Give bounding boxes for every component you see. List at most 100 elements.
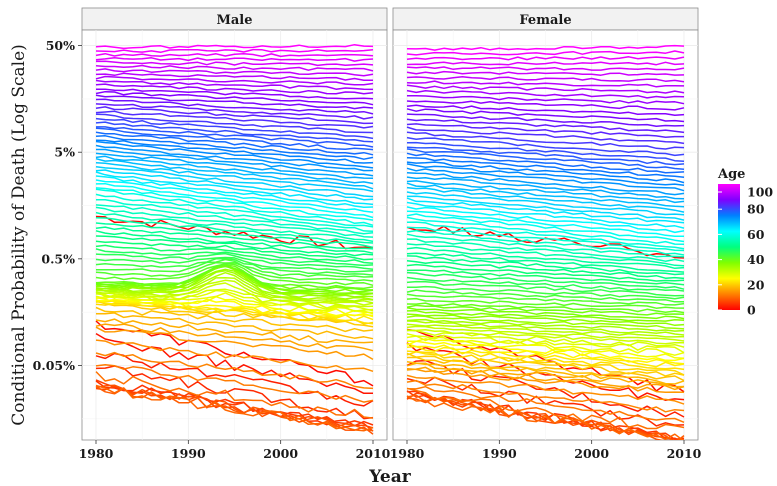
series-line-male-age-23 <box>95 299 374 321</box>
series-line-female-age-85 <box>406 118 685 134</box>
series-line-female-age-88 <box>406 104 685 116</box>
y-tick-label: 50% <box>46 38 75 53</box>
series-line-male-age-64 <box>95 175 374 209</box>
legend-colorbar <box>718 184 740 310</box>
series-line-male-age-44 <box>95 257 374 276</box>
series-line-female-age-57 <box>406 229 685 256</box>
legend-tick-label: 20 <box>747 277 765 292</box>
series-line-female-age-73 <box>406 167 685 192</box>
series-line-male-age-15 <box>95 326 374 361</box>
series-line-male-age-86 <box>95 98 374 115</box>
series-line-female-age-50 <box>406 259 685 280</box>
series-line-female-age-52 <box>406 252 685 273</box>
series-line-female-age-44 <box>407 285 685 300</box>
x-tick-label: 1990 <box>171 446 206 461</box>
series-line-male-age-7 <box>95 385 374 429</box>
series-line-female-age-86 <box>406 113 685 127</box>
series-line-male-age-11 <box>95 371 374 419</box>
series-group-female <box>406 44 685 440</box>
series-line-male-age-84 <box>95 106 374 125</box>
series-line-female-age-49 <box>406 263 685 282</box>
series-line-female-age-30 <box>406 329 684 345</box>
x-tick-label: 1990 <box>482 446 517 461</box>
series-line-male-age-92 <box>95 75 374 86</box>
series-line-male-age-50 <box>95 235 374 257</box>
series-line-female-age-95 <box>406 70 685 76</box>
series-line-female-age-47 <box>406 271 685 290</box>
y-axis-title: Conditional Probability of Death (Log Sc… <box>9 44 29 426</box>
series-line-male-age-28 <box>95 289 374 313</box>
series-line-male-age-90 <box>95 83 374 95</box>
series-line-female-age-71 <box>406 176 685 200</box>
legend-tick-label: 60 <box>747 227 765 242</box>
series-line-male-age-19 <box>95 306 374 333</box>
series-line-female-age-91 <box>406 89 685 99</box>
series-line-male-age-35 <box>95 268 374 298</box>
series-line-male-age-91 <box>95 79 374 91</box>
color-legend: Age 100 80 60 40 20 0 <box>717 167 773 318</box>
series-line-female-age-21 <box>406 351 685 376</box>
series-line-male-age-99 <box>95 48 374 54</box>
series-line-female-age-70 <box>406 180 685 204</box>
series-line-male-age-76 <box>95 135 374 160</box>
legend-title: Age <box>717 167 745 182</box>
series-line-male-age-95 <box>95 64 374 72</box>
series-line-male-age-52 <box>95 226 374 250</box>
series-line-female-age-79 <box>406 146 685 166</box>
series-line-female-age-9 <box>406 394 685 440</box>
series-line-female-age-36 <box>406 313 685 327</box>
series-line-male-age-98 <box>95 52 374 58</box>
series-line-male-age-33 <box>95 271 374 302</box>
series-line-female-age-45 <box>406 280 685 297</box>
series-line-male-age-69 <box>95 157 374 190</box>
series-line-female-age-27 <box>406 335 685 356</box>
series-line-male-age-87 <box>95 94 374 110</box>
series-line-female-age-6 <box>406 390 685 440</box>
series-line-female-age-51 <box>406 255 685 276</box>
series-line-male-age-51 <box>95 230 374 254</box>
series-line-female-age-38 <box>406 306 685 320</box>
series-line-female-age-72 <box>406 171 685 196</box>
series-line-female-age-87 <box>406 108 685 123</box>
series-line-female-age-34 <box>406 318 685 332</box>
series-line-male-age-16 <box>95 323 374 352</box>
x-axis-title: Year <box>368 467 411 486</box>
series-line-male-age-47 <box>95 248 374 267</box>
facet-label-male: Male <box>216 13 252 28</box>
series-line-female-age-96 <box>406 66 685 71</box>
series-line-male-age-42 <box>95 261 374 282</box>
x-tick-label: 2010 <box>356 446 391 461</box>
series-line-female-age-35 <box>406 315 685 330</box>
series-line-male-age-59 <box>95 193 374 228</box>
series-line-male-age-31 <box>95 279 374 306</box>
series-line-female-age-28 <box>406 333 685 354</box>
series-line-male-age-53 <box>95 222 374 249</box>
series-line-female-age-46 <box>406 276 685 292</box>
series-line-male-age-57 <box>95 204 374 235</box>
series-line-female-age-78 <box>406 148 685 171</box>
series-line-female-age-56 <box>406 233 685 258</box>
series-line-male-age-78 <box>95 127 374 151</box>
x-tick-label: 2000 <box>263 446 298 461</box>
series-line-male-age-55 <box>95 211 374 243</box>
series-line-female-age-61 <box>406 213 685 243</box>
series-line-male-age-74 <box>95 140 374 169</box>
series-line-male-age-67 <box>95 165 374 198</box>
legend-tick-label: 0 <box>747 303 756 318</box>
series-line-female-age-63 <box>406 206 685 234</box>
series-line-male-age-58 <box>96 198 374 232</box>
series-line-female-age-24 <box>406 342 685 365</box>
series-line-female-age-74 <box>406 163 685 187</box>
series-line-male-age-18 <box>95 312 374 340</box>
x-tick-label: 1980 <box>390 446 425 461</box>
series-line-male-age-81 <box>95 117 374 140</box>
y-tick-label: 0.5% <box>41 251 75 266</box>
series-line-male-age-72 <box>96 148 374 177</box>
series-line-female-age-39 <box>406 304 685 316</box>
series-line-male-age-26 <box>95 295 374 315</box>
series-line-female-age-100 <box>406 44 685 51</box>
y-tick-label: 5% <box>54 145 75 160</box>
series-line-male-age-12 <box>95 364 374 403</box>
series-line-female-age-12 <box>406 385 685 423</box>
